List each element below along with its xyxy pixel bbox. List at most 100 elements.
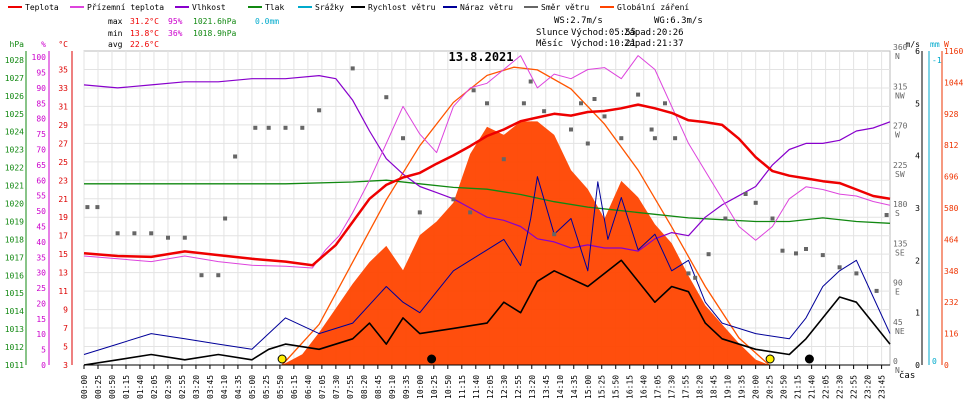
x-axis-tick: 14:35 [570,375,579,399]
hpa-axis-tick: 1028 [5,56,24,65]
x-axis-tick: 04:35 [234,375,243,399]
humidity-axis-tick: 75 [36,130,46,139]
solar-axis-tick: 696 [944,173,959,182]
hpa-axis-tick: 1027 [5,74,24,83]
wind-direction-point [874,288,879,293]
temperature-axis-tick: 7 [63,324,68,333]
wind-direction-point [552,232,557,237]
legend-label-press: Tlak [265,3,284,12]
solar-axis-tick: 1044 [944,78,963,87]
temperature-axis-tick: 33 [58,84,68,93]
temperature-axis-tick: 11 [58,287,68,296]
wind-direction-point [820,253,825,258]
wind-direction-point [521,101,526,106]
x-axis-tick: 08:20 [360,375,369,399]
series-lines [83,55,891,366]
direction-axis-tick: 270 [893,122,908,131]
wind-speed-axis-tick: 3 [915,204,920,213]
stats-min-press: 1018.9hPa [193,29,237,38]
humidity-axis-tick: 95 [36,69,46,78]
stats-min-label: min [108,29,123,38]
x-axis-tick: 01:15 [122,375,131,399]
info-sun-label: Slunce [536,28,569,38]
direction-axis-compass: SE [895,248,905,257]
info-moon-rise: Východ:10:21 [571,39,636,49]
wind-direction-point [706,252,711,257]
hpa-axis-tick: 1019 [5,218,24,227]
humidity-axis-tick: 50 [36,207,46,216]
wind-direction-point [743,192,748,196]
humidity-axis-tick: 5 [41,346,46,355]
x-axis-tick: 19:10 [724,375,733,399]
hpa-axis-tick: 1015 [5,289,24,298]
hpa-axis-unit: hPa [10,40,25,49]
temperature-axis-tick: 5 [63,343,68,352]
direction-axis-tick: 45 [893,318,903,327]
hpa-axis-tick: 1017 [5,253,24,262]
hpa-axis-tick: 1012 [5,343,24,352]
direction-axis-tick: 135 [893,239,908,248]
solar-axis-tick: 1160 [944,47,963,56]
direction-axis-tick: 90 [893,279,903,288]
x-axis-tick: 18:20 [696,375,705,399]
hpa-axis-tick: 1016 [5,271,24,280]
wind-direction-point [115,231,120,236]
humidity-axis-tick: 15 [36,315,46,324]
wind-direction-point [166,235,170,240]
humidity-axis-tick: 65 [36,161,46,170]
wind-direction-point [253,125,258,130]
wind-direction-point [652,136,657,141]
solar-axis-tick: 464 [944,235,959,244]
direction-axis-compass: S [895,209,900,218]
humidity-line [83,75,891,252]
humidity-axis-tick: 30 [36,269,46,278]
wind-direction-point [283,125,288,130]
hpa-axis-tick: 1023 [5,146,24,155]
hpa-axis-tick: 1026 [5,92,24,101]
wind-direction-point [401,136,405,141]
wind-direction-point [451,197,456,202]
direction-axis-compass: W [895,131,900,140]
direction-axis-tick: 315 [893,82,908,91]
rain-axis-tick: -1 [932,56,942,65]
wind-direction-point [199,273,204,278]
direction-axis-compass: SW [895,170,905,179]
direction-axis-compass: N [895,52,900,61]
wind-direction-point [592,97,597,101]
x-axis-tick: 16:40 [640,375,649,399]
info-wg: WG:6.3m/s [654,16,703,26]
temperature-axis-tick: 17 [58,232,68,241]
x-axis-tick: 07:55 [346,375,355,399]
sun-set-marker [765,354,775,364]
wind-direction-point [884,213,889,217]
wind-direction-point [780,248,785,253]
wind-direction-point [585,141,590,146]
x-axis-tick: 22:30 [836,375,845,399]
humidity-axis-tick: 100 [32,53,47,62]
hpa-axis-tick: 1022 [5,164,24,173]
x-axis-tick: 10:00 [416,375,425,399]
x-axis-tick: 18:45 [710,375,719,399]
x-axis-label: čas [899,370,915,381]
solar-axis-unit: W [944,40,949,49]
wind-speed-axis-tick: 1 [915,309,920,318]
temperature-axis-tick: 19 [58,213,68,222]
solar-radiation-area [84,66,890,366]
temperature-axis-tick: 29 [58,121,68,130]
humidity-axis-tick: 45 [36,223,46,232]
temperature-axis-tick: 23 [58,176,68,185]
x-axis-tick: 00:25 [94,375,103,399]
wind-direction-point [579,101,583,106]
direction-axis-tick: 360 [893,43,908,52]
info-block: WS:2.7m/s WG:6.3m/s Slunce Východ:05:55 … [536,16,703,49]
x-axis-tick: 23:45 [878,375,887,399]
direction-axis-tick: 225 [893,161,908,170]
legend-label-gust: Náraz větru [460,3,513,12]
hpa-axis-tick: 1014 [5,307,24,316]
wind-direction-point [602,114,607,119]
wind-direction-point [804,247,808,251]
x-axis-tick: 02:05 [150,375,159,399]
x-axis-tick: 22:55 [850,375,859,399]
x-axis-tick: 09:35 [402,375,411,399]
temperature-axis-tick: 25 [58,158,68,167]
